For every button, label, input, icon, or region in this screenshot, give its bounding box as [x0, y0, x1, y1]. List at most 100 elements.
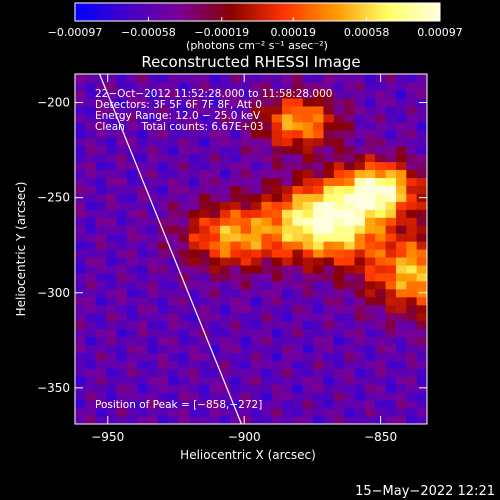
heatmap-cell	[385, 304, 397, 314]
heatmap-cell	[230, 217, 242, 226]
heatmap-cell	[302, 272, 314, 282]
heatmap-cell	[199, 384, 211, 393]
heatmap-cell	[416, 280, 427, 290]
heatmap-cell	[95, 193, 107, 202]
heatmap-cell	[209, 193, 221, 202]
heatmap-cell	[323, 169, 335, 179]
heatmap-cell	[116, 209, 128, 218]
heatmap-cell	[385, 161, 397, 171]
heatmap-cell	[271, 336, 283, 346]
heatmap-cell	[147, 400, 159, 409]
heatmap-cell	[116, 81, 128, 91]
heatmap-cell	[168, 161, 180, 171]
heatmap-cell	[323, 272, 335, 282]
heatmap-cell	[282, 89, 294, 99]
heatmap-cell	[199, 280, 211, 290]
heatmap-cell	[333, 416, 345, 424]
heatmap-cell	[323, 145, 335, 155]
heatmap-cell	[199, 137, 211, 147]
heatmap-cell	[137, 97, 149, 107]
heatmap-cell	[364, 336, 376, 346]
heatmap-cell	[106, 384, 118, 393]
heatmap-cell	[199, 368, 211, 377]
heatmap-cell	[85, 400, 97, 409]
heatmap-cell	[137, 368, 149, 377]
heatmap-cell	[302, 177, 314, 186]
heatmap-cell	[95, 328, 107, 338]
heatmap-cell	[251, 264, 262, 274]
heatmap-cell	[354, 209, 366, 218]
heatmap-cell	[395, 153, 407, 163]
x-tick-label: −850	[364, 430, 397, 444]
x-tick-label: −900	[228, 430, 261, 444]
heatmap-cell	[416, 352, 427, 361]
heatmap-cell	[302, 129, 314, 139]
heatmap-cell	[219, 360, 231, 369]
heatmap-cell	[251, 249, 262, 258]
heatmap-cell	[178, 241, 190, 250]
heatmap-cell	[354, 233, 366, 242]
heatmap-cell	[261, 177, 273, 186]
heatmap-cell	[219, 137, 231, 147]
heatmap-cell	[188, 312, 200, 322]
heatmap-cell	[209, 392, 221, 401]
heatmap-cell	[344, 185, 356, 194]
heatmap-cell	[219, 344, 231, 354]
heatmap-cell	[116, 113, 128, 123]
heatmap-cell	[375, 360, 387, 369]
heatmap-cell	[364, 400, 376, 409]
heatmap-cell	[147, 368, 159, 377]
heatmap-cell	[364, 105, 376, 115]
heatmap-cell	[344, 384, 356, 393]
heatmap-cell	[168, 320, 180, 330]
heatmap-cell	[240, 400, 252, 409]
heatmap-cell	[219, 121, 231, 131]
heatmap-cell	[178, 161, 190, 171]
heatmap-cell	[344, 264, 356, 274]
heatmap-cell	[209, 304, 221, 314]
heatmap-cell	[364, 392, 376, 401]
heatmap-cell	[333, 304, 345, 314]
heatmap-cell	[230, 304, 242, 314]
heatmap-cell	[157, 368, 169, 377]
heatmap-cell	[251, 416, 262, 424]
heatmap-cell	[271, 81, 283, 91]
heatmap-cell	[261, 296, 273, 306]
heatmap-cell	[75, 264, 86, 274]
heatmap-cell	[137, 105, 149, 115]
heatmap-cell	[302, 256, 314, 266]
heatmap-cell	[147, 304, 159, 314]
heatmap-cell	[375, 336, 387, 346]
heatmap-cell	[354, 344, 366, 354]
heatmap-cell	[230, 129, 242, 139]
heatmap-cell	[313, 74, 325, 83]
heatmap-cell	[157, 408, 169, 417]
heatmap-cell	[292, 304, 304, 314]
heatmap-cell	[416, 384, 427, 393]
heatmap-cell	[271, 296, 283, 306]
heatmap-cell	[95, 272, 107, 282]
heatmap-cell	[116, 225, 128, 234]
heatmap-cell	[333, 312, 345, 322]
heatmap-cell	[95, 304, 107, 314]
heatmap-cell	[116, 233, 128, 242]
heatmap-cell	[282, 416, 294, 424]
heatmap-cell	[282, 121, 294, 131]
heatmap-cell	[416, 304, 427, 314]
heatmap-cell	[292, 129, 304, 139]
heatmap-cell	[116, 241, 128, 250]
heatmap-cell	[230, 328, 242, 338]
heatmap-cell	[106, 368, 118, 377]
heatmap-cell	[199, 121, 211, 131]
heatmap-cell	[230, 74, 242, 83]
heatmap-cell	[240, 153, 252, 163]
heatmap-cell	[85, 296, 97, 306]
heatmap-cell	[75, 129, 86, 139]
heatmap-cell	[240, 145, 252, 155]
heatmap-cell	[323, 416, 335, 424]
heatmap-cell	[219, 304, 231, 314]
heatmap-cell	[251, 241, 262, 250]
heatmap-cell	[168, 392, 180, 401]
heatmap-cell	[271, 137, 283, 147]
heatmap-cell	[271, 177, 283, 186]
